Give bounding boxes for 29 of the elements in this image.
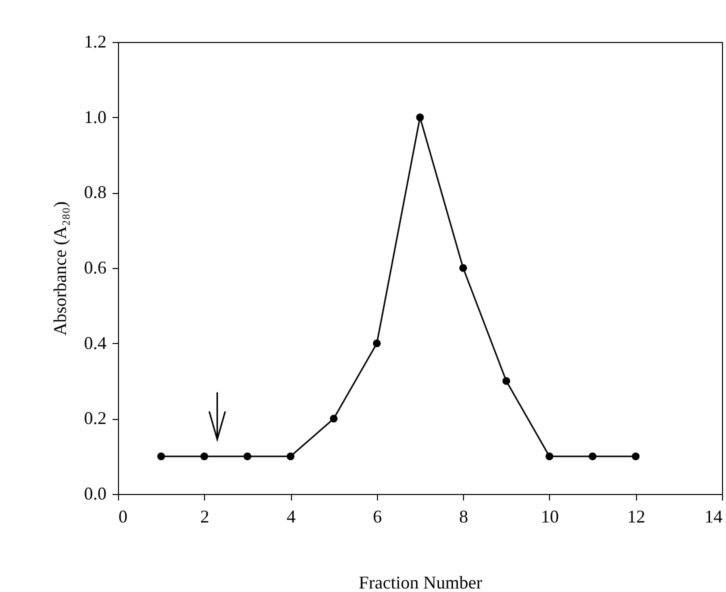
point — [372, 339, 381, 348]
point — [157, 452, 166, 460]
y-tick-label: 0.6 — [84, 258, 106, 278]
x-tick-label: 0 — [118, 506, 128, 526]
x-tick-label: 14 — [704, 506, 722, 526]
point — [459, 264, 468, 272]
x-tick-label: 10 — [540, 506, 559, 526]
point — [330, 414, 338, 423]
x-tick-label: 6 — [372, 506, 382, 526]
x-tick-label: 12 — [627, 506, 646, 526]
point — [632, 452, 640, 460]
point — [286, 452, 294, 460]
point — [244, 452, 252, 460]
x-tick-label: 8 — [459, 506, 468, 526]
point — [416, 113, 424, 122]
point — [546, 452, 554, 460]
y-tick-label: 1.2 — [84, 32, 106, 52]
y-tick-label: 0.2 — [84, 408, 106, 428]
x-tick-label: 2 — [200, 506, 210, 526]
point — [502, 377, 510, 385]
point — [200, 452, 208, 460]
point — [588, 452, 596, 460]
y-tick-label: 0.0 — [84, 484, 106, 504]
y-axis-title: Absorbance (A₂₈₀) — [50, 201, 70, 336]
y-tick-label: 0.8 — [84, 182, 106, 202]
y-tick-label: 0.4 — [84, 332, 106, 353]
x-tick-label: 4 — [286, 506, 296, 526]
x-axis-title: Fraction Number — [358, 572, 482, 592]
y-tick-label: 1.0 — [84, 106, 106, 127]
